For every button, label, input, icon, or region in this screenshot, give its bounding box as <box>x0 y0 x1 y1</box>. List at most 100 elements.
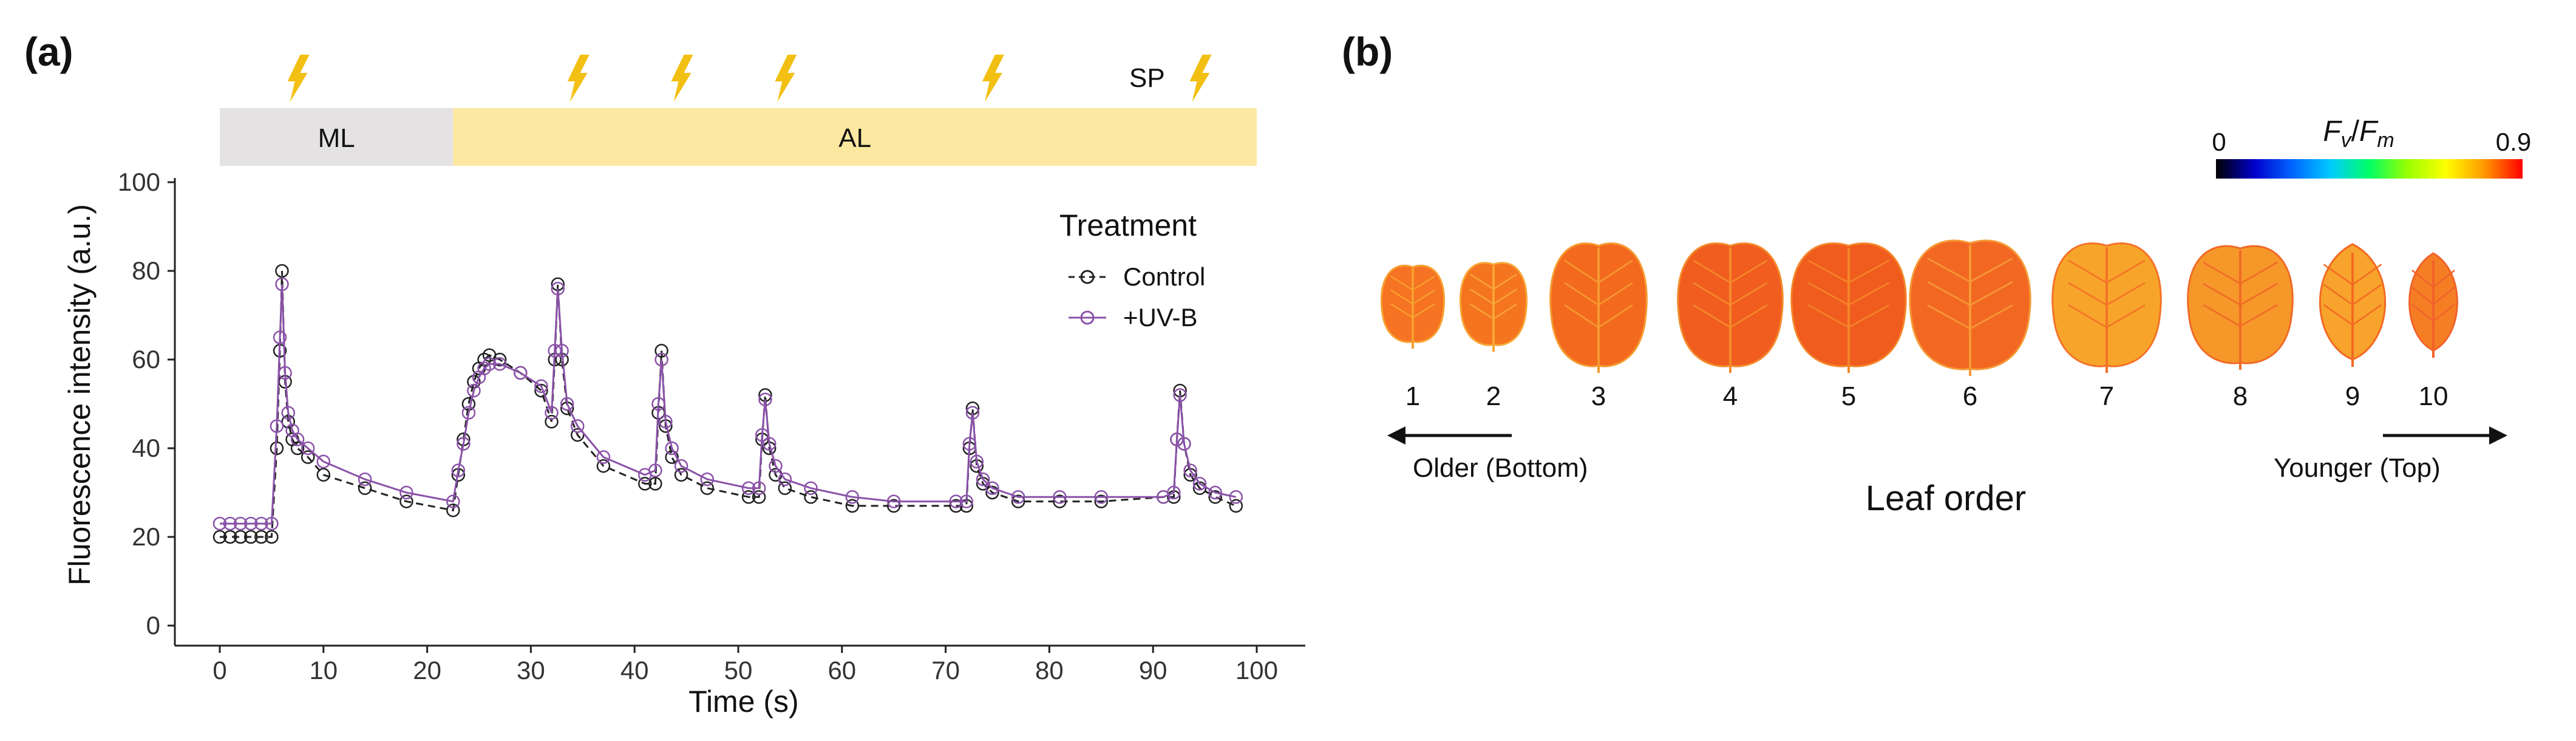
pulse-bolt-icon <box>1189 55 1212 102</box>
data-point-control <box>804 490 818 504</box>
leaf-7-vein <box>2068 259 2107 284</box>
data-point-control <box>845 499 860 513</box>
data-point-uvb <box>845 490 860 504</box>
data-point-uvb <box>1229 490 1243 504</box>
y-tick-label: 60 <box>132 345 160 374</box>
data-point-uvb <box>654 352 668 367</box>
data-point-uvb <box>212 516 227 531</box>
leaf-7-vein <box>2106 282 2146 306</box>
data-point-control <box>212 530 227 544</box>
leaf-10-vein <box>2433 287 2455 305</box>
data-point-uvb <box>281 406 295 420</box>
y-ticks: 0 20 40 60 80 100 <box>118 168 175 640</box>
data-point-control <box>571 428 585 442</box>
leaf-6-vein <box>1969 281 2013 306</box>
leaf-1-vein <box>1390 275 1413 291</box>
x-tick-label: 50 <box>724 656 753 685</box>
leaf-number-9: 9 <box>2345 381 2360 411</box>
data-point-control <box>290 441 305 456</box>
data-point-uvb <box>233 516 248 531</box>
data-point-uvb <box>949 494 963 508</box>
pulse-bolt-icon <box>567 55 590 102</box>
panel-a: (a) ML AL SP 0 20 40 60 80 100 0 10 20 30 40 50 60 70… <box>24 29 1305 719</box>
leaf-7-vein <box>2068 304 2107 329</box>
data-point-control <box>446 503 460 517</box>
leaf-6-vein <box>1969 258 2013 283</box>
leaf-images <box>1380 239 2458 376</box>
leaf-8-vein <box>2240 304 2278 327</box>
y-axis-title: Fluorescence intensity (a.u.) <box>63 204 97 586</box>
sp-label: SP <box>1129 63 1165 93</box>
data-point-control <box>654 344 668 358</box>
data-point-uvb <box>651 397 665 411</box>
leaf-number-7: 7 <box>2099 381 2114 411</box>
x-tick-label: 100 <box>1235 656 1278 685</box>
pulse-bolt-icon <box>775 55 797 102</box>
leaf-numbers: 1 2 3 4 5 6 7 8 9 10 <box>1405 381 2449 411</box>
data-point-uvb <box>316 454 331 469</box>
pulse-bolt-icon <box>982 55 1004 102</box>
series-line-uvb <box>220 284 1237 525</box>
data-point-control <box>596 459 611 473</box>
leaf-2-vein <box>1493 303 1518 320</box>
data-point-uvb <box>1177 437 1191 451</box>
data-point-uvb <box>886 494 901 508</box>
data-point-control <box>223 530 237 544</box>
data-point-uvb <box>1094 490 1109 504</box>
data-point-uvb <box>596 450 611 464</box>
data-point-control <box>399 494 413 508</box>
leaf-6-vein <box>1927 281 1971 306</box>
data-point-uvb <box>290 432 305 446</box>
leaf-6-vein <box>1969 304 2013 330</box>
light-phase-bars: ML AL <box>220 108 1257 166</box>
y-tick-label: 40 <box>132 434 160 462</box>
leaf-3-vein <box>1598 304 1633 329</box>
colorbar-max-label: 0.9 <box>2496 128 2531 156</box>
colorbar-bar <box>2216 159 2523 179</box>
leaf-5-vein <box>1848 304 1890 329</box>
leaf-6-vein <box>1927 258 1971 283</box>
younger-label: Younger (Top) <box>2274 453 2441 483</box>
x-tick-label: 80 <box>1035 656 1064 685</box>
pulse-bolt-icon <box>671 55 693 102</box>
x-ticks: 0 10 20 30 40 50 60 70 80 90 100 <box>212 646 1278 685</box>
data-point-uvb <box>700 472 715 487</box>
data-point-uvb <box>965 406 980 420</box>
leaf-8-vein <box>2203 261 2241 285</box>
colorbar-title-sub2: m <box>2377 129 2394 152</box>
data-point-uvb <box>1208 485 1222 500</box>
data-point-control <box>638 477 652 491</box>
panel-b: (b) 0 0.9 Fv/Fm 1 2 3 4 5 6 7 8 9 10 Older (Botto… <box>1342 29 2531 518</box>
leaf-10-vein <box>2433 304 2455 322</box>
leaf-8-vein <box>2203 304 2241 327</box>
legend-swatch-control-marker <box>1080 270 1095 284</box>
x-tick-label: 20 <box>413 656 441 685</box>
colorbar-title-f2: F <box>2359 115 2379 148</box>
legend-label-uvb: +UV-B <box>1123 303 1198 332</box>
leaf-2-vein <box>1493 273 1518 290</box>
leaf-2-vein <box>1469 273 1494 290</box>
phase-label-al: AL <box>838 123 871 153</box>
data-point-uvb <box>985 481 999 495</box>
data-point-uvb <box>273 330 287 344</box>
series-group <box>212 264 1243 544</box>
data-point-uvb <box>560 397 574 411</box>
leaf-number-5: 5 <box>1841 381 1856 411</box>
colorbar-title: Fv/Fm <box>2323 115 2394 152</box>
leaf-4-vein <box>1730 304 1768 329</box>
leaf-3-vein <box>1564 304 1599 329</box>
data-point-control <box>1208 490 1222 504</box>
leaf-5-vein <box>1848 259 1890 284</box>
y-tick-label: 100 <box>118 168 160 196</box>
data-point-uvb <box>758 392 772 406</box>
colorbar-title-sub1: v <box>2341 129 2353 152</box>
data-point-control <box>233 530 248 544</box>
leaf-1-vein <box>1390 289 1413 305</box>
data-point-uvb <box>278 366 292 380</box>
data-point-control <box>1094 494 1109 508</box>
data-point-uvb <box>399 485 413 500</box>
data-point-control <box>358 481 372 495</box>
x-tick-label: 60 <box>828 656 856 685</box>
data-point-uvb <box>545 406 559 420</box>
